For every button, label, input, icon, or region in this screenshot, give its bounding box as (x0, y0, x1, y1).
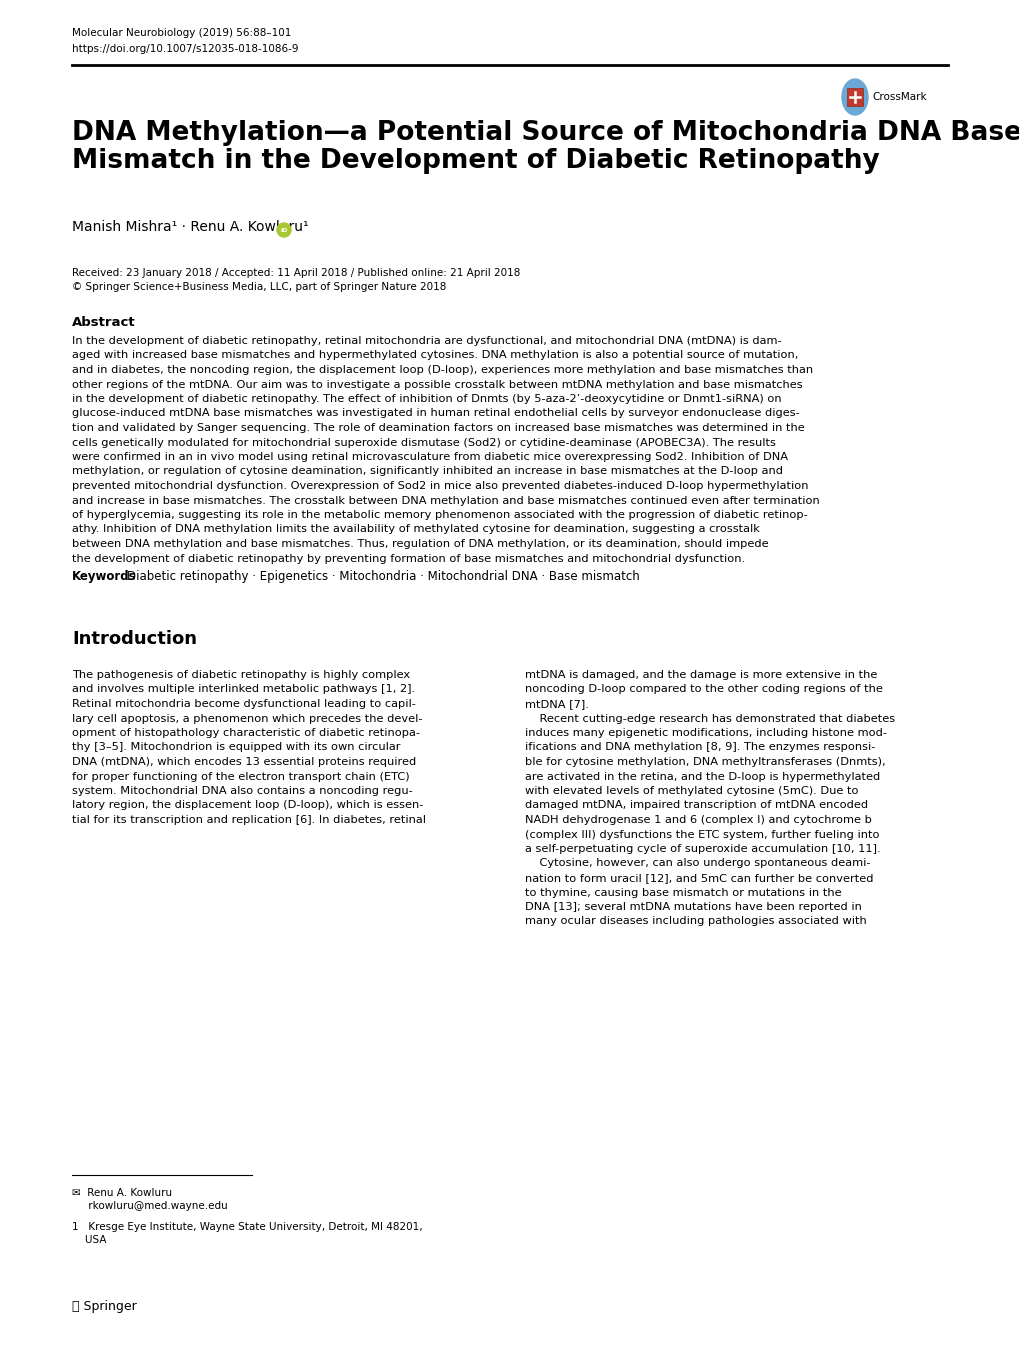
Text: Received: 23 January 2018 / Accepted: 11 April 2018 / Published online: 21 April: Received: 23 January 2018 / Accepted: 11… (72, 268, 520, 278)
Ellipse shape (841, 79, 867, 115)
Text: damaged mtDNA, impaired transcription of mtDNA encoded: damaged mtDNA, impaired transcription of… (525, 801, 867, 810)
Text: USA: USA (72, 1234, 106, 1245)
Text: with elevated levels of methylated cytosine (5mC). Due to: with elevated levels of methylated cytos… (525, 786, 858, 795)
Text: and involves multiple interlinked metabolic pathways [1, 2].: and involves multiple interlinked metabo… (72, 684, 415, 695)
Text: ifications and DNA methylation [8, 9]. The enzymes responsi-: ifications and DNA methylation [8, 9]. T… (525, 743, 874, 752)
Text: © Springer Science+Business Media, LLC, part of Springer Nature 2018: © Springer Science+Business Media, LLC, … (72, 282, 446, 291)
Text: NADH dehydrogenase 1 and 6 (complex I) and cytochrome b: NADH dehydrogenase 1 and 6 (complex I) a… (525, 814, 871, 825)
Circle shape (277, 224, 290, 237)
Text: (complex III) dysfunctions the ETC system, further fueling into: (complex III) dysfunctions the ETC syste… (525, 829, 878, 840)
Text: glucose-induced mtDNA base mismatches was investigated in human retinal endothel: glucose-induced mtDNA base mismatches wa… (72, 408, 799, 419)
Text: Diabetic retinopathy · Epigenetics · Mitochondria · Mitochondrial DNA · Base mis: Diabetic retinopathy · Epigenetics · Mit… (127, 570, 639, 583)
Text: between DNA methylation and base mismatches. Thus, regulation of DNA methylation: between DNA methylation and base mismatc… (72, 539, 768, 549)
Text: opment of histopathology characteristic of diabetic retinopa-: opment of histopathology characteristic … (72, 728, 420, 738)
Text: to thymine, causing base mismatch or mutations in the: to thymine, causing base mismatch or mut… (525, 888, 841, 897)
Text: ble for cytosine methylation, DNA methyltransferases (Dnmts),: ble for cytosine methylation, DNA methyl… (525, 757, 884, 767)
Text: ✉  Renu A. Kowluru: ✉ Renu A. Kowluru (72, 1188, 172, 1198)
Text: other regions of the mtDNA. Our aim was to investigate a possible crosstalk betw: other regions of the mtDNA. Our aim was … (72, 379, 802, 389)
Text: are activated in the retina, and the D-loop is hypermethylated: are activated in the retina, and the D-l… (525, 771, 879, 782)
Text: rkowluru@med.wayne.edu: rkowluru@med.wayne.edu (72, 1201, 227, 1211)
Text: iD: iD (280, 228, 287, 233)
Text: system. Mitochondrial DNA also contains a noncoding regu-: system. Mitochondrial DNA also contains … (72, 786, 413, 795)
Text: noncoding D-loop compared to the other coding regions of the: noncoding D-loop compared to the other c… (525, 684, 882, 695)
Text: induces many epigenetic modifications, including histone mod-: induces many epigenetic modifications, i… (525, 728, 887, 738)
Text: were confirmed in an in vivo model using retinal microvasculature from diabetic : were confirmed in an in vivo model using… (72, 453, 788, 462)
Text: CrossMark: CrossMark (871, 92, 925, 102)
Text: https://doi.org/10.1007/s12035-018-1086-9: https://doi.org/10.1007/s12035-018-1086-… (72, 43, 299, 54)
Text: DNA [13]; several mtDNA mutations have been reported in: DNA [13]; several mtDNA mutations have b… (525, 902, 861, 912)
Text: of hyperglycemia, suggesting its role in the metabolic memory phenomenon associa: of hyperglycemia, suggesting its role in… (72, 509, 807, 520)
Text: Cytosine, however, can also undergo spontaneous deami-: Cytosine, however, can also undergo spon… (525, 859, 869, 869)
Text: athy. Inhibition of DNA methylation limits the availability of methylated cytosi: athy. Inhibition of DNA methylation limi… (72, 524, 759, 534)
Text: Molecular Neurobiology (2019) 56:88–101: Molecular Neurobiology (2019) 56:88–101 (72, 28, 291, 38)
Text: Manish Mishra¹ · Renu A. Kowluru¹: Manish Mishra¹ · Renu A. Kowluru¹ (72, 220, 309, 234)
Text: Abstract: Abstract (72, 316, 136, 329)
Text: and in diabetes, the noncoding region, the displacement loop (D-loop), experienc: and in diabetes, the noncoding region, t… (72, 364, 812, 375)
Text: Introduction: Introduction (72, 630, 197, 648)
Text: for proper functioning of the electron transport chain (ETC): for proper functioning of the electron t… (72, 771, 410, 782)
Text: mtDNA is damaged, and the damage is more extensive in the: mtDNA is damaged, and the damage is more… (525, 669, 876, 680)
Text: the development of diabetic retinopathy by preventing formation of base mismatch: the development of diabetic retinopathy … (72, 553, 745, 564)
Text: lary cell apoptosis, a phenomenon which precedes the devel-: lary cell apoptosis, a phenomenon which … (72, 714, 422, 724)
Text: latory region, the displacement loop (D-loop), which is essen-: latory region, the displacement loop (D-… (72, 801, 423, 810)
Text: a self-perpetuating cycle of superoxide accumulation [10, 11].: a self-perpetuating cycle of superoxide … (525, 844, 879, 854)
Text: aged with increased base mismatches and hypermethylated cytosines. DNA methylati: aged with increased base mismatches and … (72, 351, 798, 360)
Text: Keywords: Keywords (72, 570, 137, 583)
Text: prevented mitochondrial dysfunction. Overexpression of Sod2 in mice also prevent: prevented mitochondrial dysfunction. Ove… (72, 481, 808, 491)
Text: tion and validated by Sanger sequencing. The role of deamination factors on incr: tion and validated by Sanger sequencing.… (72, 423, 804, 434)
Text: in the development of diabetic retinopathy. The effect of inhibition of Dnmts (b: in the development of diabetic retinopat… (72, 394, 781, 404)
Text: cells genetically modulated for mitochondrial superoxide dismutase (Sod2) or cyt: cells genetically modulated for mitochon… (72, 438, 775, 447)
Text: Retinal mitochondria become dysfunctional leading to capil-: Retinal mitochondria become dysfunctiona… (72, 699, 416, 709)
Text: tial for its transcription and replication [6]. In diabetes, retinal: tial for its transcription and replicati… (72, 814, 426, 825)
Text: Recent cutting-edge research has demonstrated that diabetes: Recent cutting-edge research has demonst… (525, 714, 895, 724)
Text: DNA Methylation—a Potential Source of Mitochondria DNA Base: DNA Methylation—a Potential Source of Mi… (72, 121, 1019, 146)
Text: In the development of diabetic retinopathy, retinal mitochondria are dysfunction: In the development of diabetic retinopat… (72, 336, 781, 346)
Text: The pathogenesis of diabetic retinopathy is highly complex: The pathogenesis of diabetic retinopathy… (72, 669, 410, 680)
Text: mtDNA [7].: mtDNA [7]. (525, 699, 588, 709)
Text: many ocular diseases including pathologies associated with: many ocular diseases including pathologi… (525, 916, 866, 927)
Text: thy [3–5]. Mitochondrion is equipped with its own circular: thy [3–5]. Mitochondrion is equipped wit… (72, 743, 400, 752)
Text: methylation, or regulation of cytosine deamination, significantly inhibited an i: methylation, or regulation of cytosine d… (72, 466, 783, 477)
FancyBboxPatch shape (846, 88, 862, 106)
Text: Mismatch in the Development of Diabetic Retinopathy: Mismatch in the Development of Diabetic … (72, 148, 879, 173)
Text: and increase in base mismatches. The crosstalk between DNA methylation and base : and increase in base mismatches. The cro… (72, 496, 819, 505)
Text: Ⓢ Springer: Ⓢ Springer (72, 1299, 137, 1313)
Text: 1   Kresge Eye Institute, Wayne State University, Detroit, MI 48201,: 1 Kresge Eye Institute, Wayne State Univ… (72, 1222, 422, 1232)
Text: nation to form uracil [12], and 5mC can further be converted: nation to form uracil [12], and 5mC can … (525, 873, 872, 883)
Text: DNA (mtDNA), which encodes 13 essential proteins required: DNA (mtDNA), which encodes 13 essential … (72, 757, 416, 767)
